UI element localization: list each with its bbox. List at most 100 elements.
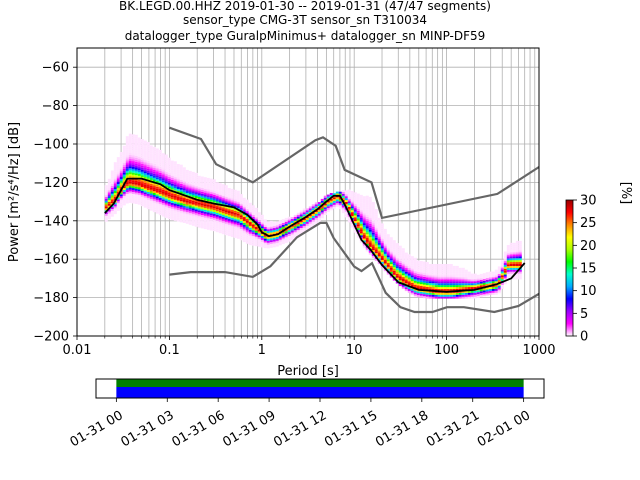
density-cell — [398, 276, 402, 279]
density-cell — [320, 216, 324, 219]
density-cell — [446, 281, 450, 284]
density-cell — [128, 179, 132, 182]
density-cell — [386, 238, 390, 240]
density-cell — [137, 154, 141, 157]
density-cell — [482, 290, 486, 293]
density-cell — [344, 203, 348, 206]
density-cell — [221, 205, 225, 208]
density-cell — [125, 201, 129, 204]
density-cell — [239, 228, 243, 231]
density-cell — [179, 183, 183, 186]
density-cell — [197, 189, 201, 192]
density-cell — [353, 219, 357, 222]
density-cell — [200, 191, 204, 194]
density-cell — [365, 220, 369, 223]
density-cell — [119, 165, 123, 168]
density-cell — [173, 186, 177, 189]
density-cell — [200, 178, 204, 181]
density-cell — [443, 292, 447, 295]
density-cell — [260, 234, 264, 236]
density-cell — [494, 279, 498, 282]
density-cell — [401, 269, 405, 272]
density-cell — [446, 275, 450, 278]
density-cell — [104, 212, 108, 215]
density-cell — [158, 167, 162, 170]
density-cell — [215, 193, 219, 196]
density-cell — [512, 269, 516, 272]
density-cell — [170, 197, 174, 200]
density-cell — [218, 221, 222, 224]
density-cell — [188, 205, 192, 208]
density-cell — [515, 240, 519, 243]
density-cell — [476, 278, 480, 281]
density-cell — [506, 254, 510, 257]
density-cell — [476, 286, 480, 289]
density-cell — [203, 186, 207, 189]
density-cell — [134, 148, 138, 151]
density-cell — [368, 233, 372, 236]
density-cell — [125, 138, 129, 141]
density-cell — [449, 269, 453, 272]
density-cell — [167, 186, 171, 189]
density-cell — [347, 205, 351, 207]
density-cell — [167, 192, 171, 195]
density-cell — [491, 287, 495, 289]
density-cell — [446, 267, 450, 270]
density-cell — [191, 195, 195, 197]
density-cell — [416, 262, 420, 265]
density-cell — [203, 190, 207, 193]
density-cell — [329, 193, 333, 195]
density-cell — [395, 262, 399, 265]
density-cell — [107, 203, 111, 206]
density-cell — [446, 277, 450, 280]
density-cell — [464, 296, 468, 299]
density-cell — [110, 187, 114, 190]
density-cell — [110, 201, 114, 204]
density-cell — [173, 207, 177, 210]
density-cell — [356, 222, 360, 225]
density-cell — [371, 211, 375, 214]
density-cell — [395, 271, 399, 274]
density-cell — [239, 221, 243, 223]
density-cell — [263, 242, 267, 245]
density-cell — [518, 271, 522, 274]
density-cell — [461, 287, 465, 289]
density-cell — [506, 248, 510, 251]
density-cell — [290, 218, 294, 221]
density-cell — [224, 215, 228, 218]
density-cell — [212, 181, 216, 184]
density-cell — [170, 212, 174, 215]
density-cell — [362, 238, 366, 241]
density-cell — [272, 226, 276, 229]
density-cell — [281, 236, 285, 239]
density-cell — [413, 271, 417, 274]
density-cell — [119, 203, 123, 206]
density-cell — [239, 194, 243, 197]
density-cell — [152, 169, 156, 172]
density-cell — [239, 199, 243, 202]
density-cell — [131, 174, 135, 177]
density-cell — [224, 187, 228, 190]
density-cell — [422, 278, 426, 281]
density-cell — [344, 213, 348, 216]
density-cell — [161, 183, 165, 186]
density-cell — [515, 248, 519, 251]
density-cell — [224, 223, 228, 226]
density-cell — [260, 220, 264, 223]
density-cell — [428, 271, 432, 274]
density-cell — [191, 183, 195, 186]
density-cell — [140, 144, 144, 147]
density-cell — [494, 269, 498, 272]
density-cell — [371, 209, 375, 212]
density-cell — [422, 284, 426, 287]
density-cell — [137, 187, 141, 190]
density-cell — [221, 218, 225, 221]
density-cell — [152, 206, 156, 209]
density-cell — [167, 194, 171, 197]
density-cell — [278, 235, 282, 238]
density-cell — [281, 224, 285, 227]
density-cell — [230, 213, 234, 216]
density-cell — [275, 223, 279, 226]
density-cell — [356, 199, 360, 202]
density-cell — [497, 285, 501, 288]
